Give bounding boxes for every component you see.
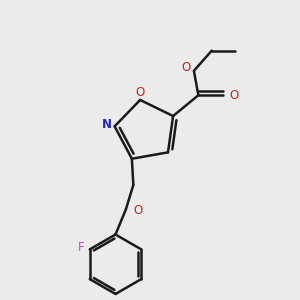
Text: N: N <box>102 118 112 131</box>
Text: F: F <box>77 242 84 254</box>
Text: O: O <box>133 204 142 217</box>
Text: O: O <box>182 61 191 74</box>
Text: O: O <box>136 86 145 99</box>
Text: O: O <box>229 89 239 102</box>
